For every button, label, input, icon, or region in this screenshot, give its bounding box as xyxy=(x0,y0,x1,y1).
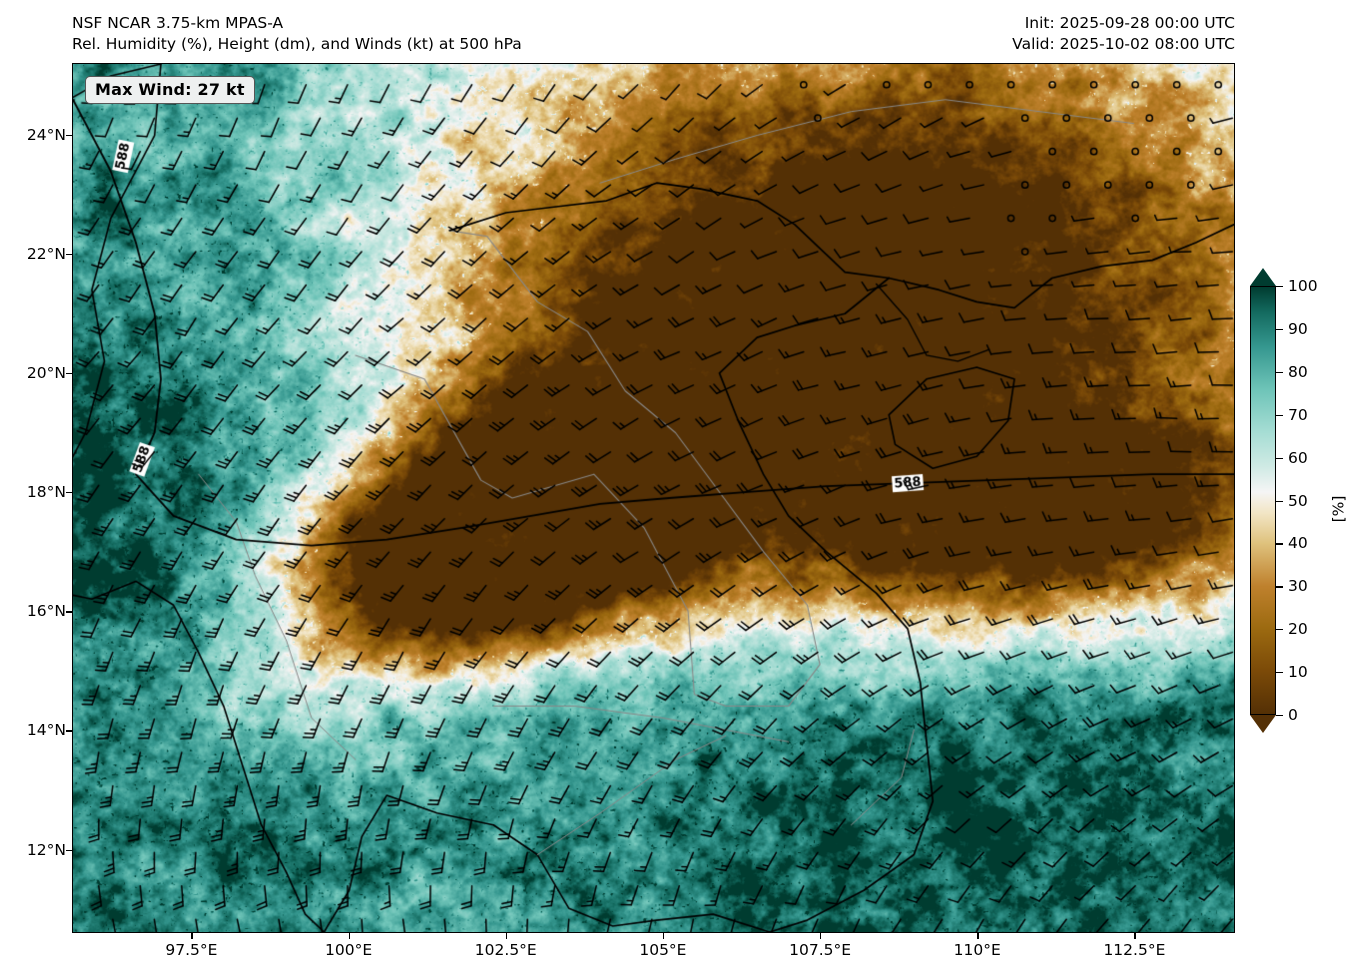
figure-title-right: Init: 2025-09-28 00:00 UTC Valid: 2025-1… xyxy=(1012,13,1235,55)
init-time-label: Init: 2025-09-28 00:00 UTC xyxy=(1024,14,1235,32)
longitude-tick xyxy=(348,933,350,939)
colorbar-tick xyxy=(1276,715,1283,717)
latitude-tick xyxy=(66,730,72,732)
longitude-tick-label: 100°E xyxy=(325,941,373,959)
latitude-tick xyxy=(66,492,72,494)
latitude-tick xyxy=(66,253,72,255)
latitude-tick-label: 24°N xyxy=(26,125,66,144)
colorbar-tick-label: 100 xyxy=(1288,277,1318,295)
colorbar-tick-label: 60 xyxy=(1288,448,1308,467)
latitude-tick-label: 12°N xyxy=(26,840,66,859)
longitude-tick-label: 112.5°E xyxy=(1103,941,1166,959)
colorbar[interactable]: 0 10 20 30 40 50 60 70 80 90 100 xyxy=(1250,268,1318,733)
longitude-tick xyxy=(505,933,508,939)
latitude-tick-label: 22°N xyxy=(26,244,66,263)
longitude-tick xyxy=(820,933,822,939)
longitude-tick xyxy=(662,933,665,939)
latitude-tick xyxy=(66,849,72,851)
colorbar-tick xyxy=(1276,586,1283,588)
colorbar-tick-label: 90 xyxy=(1288,319,1308,338)
latitude-tick xyxy=(66,372,72,375)
colorbar-tick xyxy=(1276,629,1283,631)
colorbar-tick-label: 80 xyxy=(1288,362,1308,381)
colorbar-unit-label: [%] xyxy=(1329,495,1348,523)
colorbar-tick xyxy=(1276,371,1283,374)
field-description-line: Rel. Humidity (%), Height (dm), and Wind… xyxy=(72,35,522,53)
colorbar-tick-label: 50 xyxy=(1288,491,1308,510)
latitude-tick-label: 20°N xyxy=(26,363,66,382)
map-canvas xyxy=(73,64,1234,932)
colorbar-tick xyxy=(1276,286,1283,288)
latitude-tick-label: 16°N xyxy=(26,602,66,621)
valid-time-label: Valid: 2025-10-02 08:00 UTC xyxy=(1012,35,1235,53)
colorbar-tick-label: 30 xyxy=(1288,577,1308,596)
max-wind-annotation: Max Wind: 27 kt xyxy=(85,76,255,104)
latitude-tick xyxy=(66,134,72,136)
colorbar-tick xyxy=(1276,414,1283,416)
latitude-tick-label: 18°N xyxy=(26,483,66,502)
longitude-tick xyxy=(977,933,979,939)
colorbar-tick-label: 0 xyxy=(1288,706,1298,724)
longitude-tick-label: 102.5°E xyxy=(474,941,537,959)
longitude-tick xyxy=(1134,933,1136,939)
latitude-tick-label: 14°N xyxy=(26,721,66,740)
latitude-tick xyxy=(66,611,72,613)
colorbar-tick-label: 40 xyxy=(1288,534,1308,553)
colorbar-tick xyxy=(1276,543,1283,545)
colorbar-extend-max-arrow xyxy=(1250,268,1276,286)
colorbar-tick xyxy=(1276,328,1283,331)
map-plot-area[interactable]: Max Wind: 27 kt xyxy=(72,63,1235,933)
colorbar-tick-label: 20 xyxy=(1288,620,1308,639)
longitude-tick xyxy=(191,933,193,939)
figure-title-left: NSF NCAR 3.75-km MPAS-A Rel. Humidity (%… xyxy=(72,13,522,55)
colorbar-gradient xyxy=(1250,286,1276,715)
longitude-tick-label: 105°E xyxy=(639,941,687,959)
colorbar-tick xyxy=(1276,457,1283,459)
colorbar-tick-label: 10 xyxy=(1288,663,1308,682)
longitude-tick-label: 110°E xyxy=(953,941,1001,959)
longitude-tick-label: 107.5°E xyxy=(789,941,852,959)
colorbar-tick xyxy=(1276,500,1283,502)
model-name-line: NSF NCAR 3.75-km MPAS-A xyxy=(72,14,284,32)
colorbar-tick xyxy=(1276,672,1283,674)
colorbar-tick-label: 70 xyxy=(1288,405,1308,424)
longitude-tick-label: 97.5°E xyxy=(165,941,218,959)
colorbar-extend-min-arrow xyxy=(1250,715,1276,733)
